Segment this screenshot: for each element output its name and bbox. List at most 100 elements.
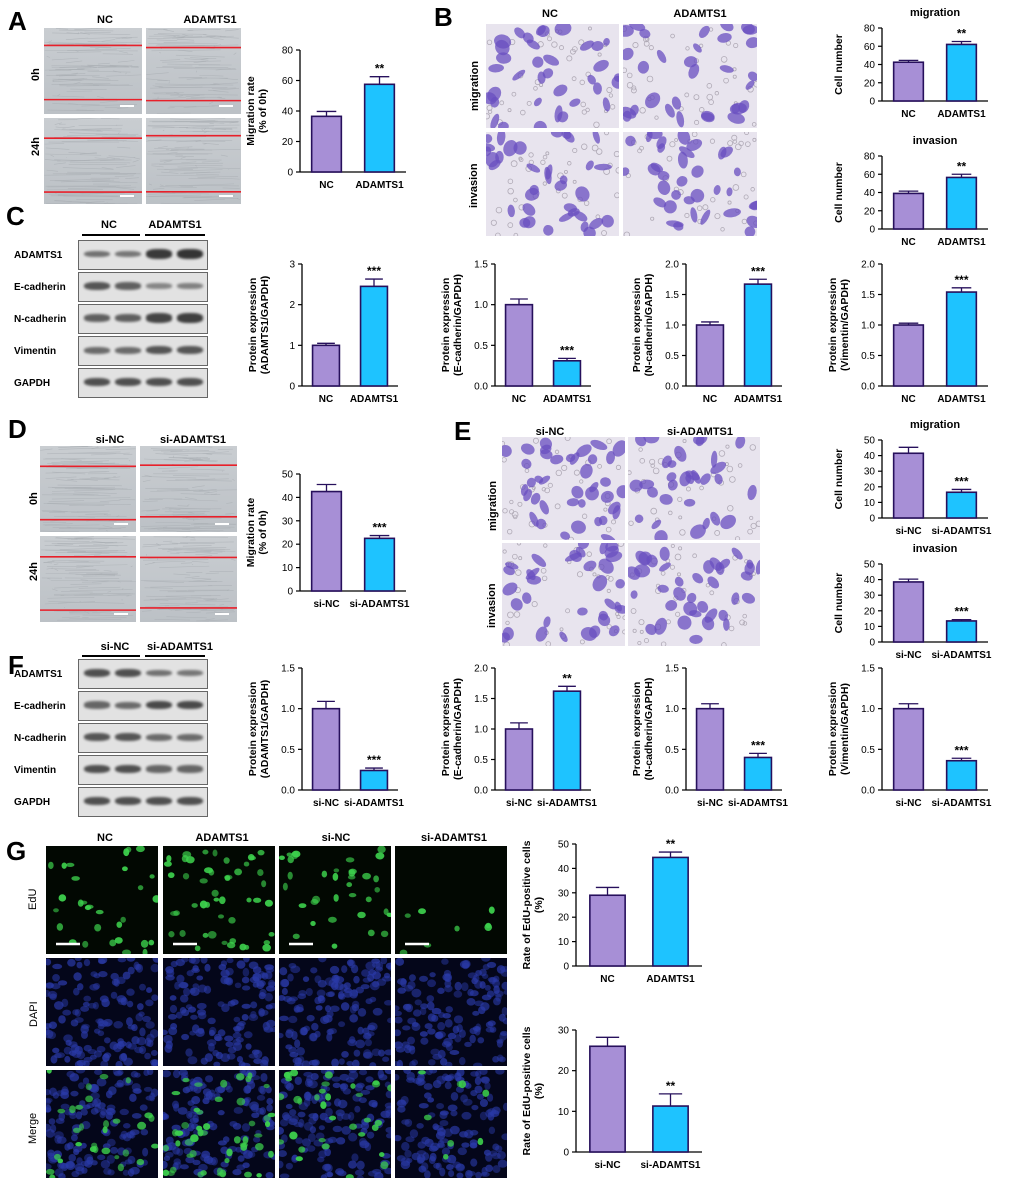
edu-positive-cell xyxy=(163,1169,170,1177)
protein-band xyxy=(177,249,203,259)
row-label-migration: migration xyxy=(469,60,481,111)
x-category-label: si-ADAMTS1 xyxy=(931,650,991,661)
stained-cell xyxy=(704,608,718,623)
edu-positive-cell xyxy=(485,922,492,929)
nucleus xyxy=(131,1113,142,1119)
nucleus xyxy=(252,966,262,974)
nucleus xyxy=(260,1072,268,1082)
stained-cell xyxy=(692,572,704,584)
x-category-label: si-NC xyxy=(697,798,723,809)
nucleus xyxy=(284,1080,292,1090)
nucleus xyxy=(227,1000,236,1007)
nucleus xyxy=(404,1044,412,1054)
stained-cell xyxy=(537,25,550,38)
nucleus xyxy=(213,1061,221,1066)
panel-label-b: B xyxy=(434,2,453,32)
bar-nc xyxy=(892,324,925,387)
nucleus xyxy=(281,987,288,995)
nucleus xyxy=(356,1082,365,1089)
stained-cell xyxy=(589,217,604,230)
edu-positive-cell xyxy=(404,913,411,918)
nucleus xyxy=(285,1162,293,1170)
nucleus xyxy=(407,1036,416,1045)
stained-cell xyxy=(657,143,666,153)
y-axis-label: Protein expression xyxy=(631,278,643,373)
fluorescence-image xyxy=(279,1070,391,1178)
y-tick-label: 1.5 xyxy=(861,664,875,675)
x-category-label: si-NC xyxy=(313,599,339,610)
edu-positive-cell xyxy=(287,871,293,880)
nucleus xyxy=(445,1043,453,1052)
edu-positive-cell xyxy=(371,1124,379,1132)
nucleus xyxy=(46,1163,52,1170)
nucleus xyxy=(169,995,177,1001)
edu-positive-cell xyxy=(321,1143,330,1150)
stained-cell xyxy=(531,553,547,567)
nucleus xyxy=(74,1045,83,1055)
nucleus xyxy=(461,982,469,992)
nucleus xyxy=(163,1034,173,1044)
nucleus xyxy=(171,1124,181,1131)
nucleus xyxy=(407,1017,417,1025)
nucleus xyxy=(136,1037,147,1046)
edu-positive-cell xyxy=(148,939,155,946)
nucleus xyxy=(452,1161,461,1169)
nucleus xyxy=(103,1052,112,1059)
nucleus xyxy=(181,958,189,963)
y-axis-label: Protein expression xyxy=(440,278,452,373)
nucleus xyxy=(182,1086,191,1094)
nucleus xyxy=(395,1016,403,1024)
protein-band xyxy=(84,764,110,774)
y-axis-label: Cell number xyxy=(833,162,845,223)
edu-positive-cell xyxy=(167,872,175,879)
stained-cell xyxy=(667,479,678,491)
stained-cell xyxy=(569,452,580,465)
edu-positive-cell xyxy=(218,896,226,905)
nucleus xyxy=(110,972,119,980)
significance-label: *** xyxy=(372,521,386,535)
nucleus xyxy=(351,1153,359,1162)
nucleus xyxy=(126,1000,134,1008)
stained-cell xyxy=(710,450,718,468)
x-category-label: si-ADAMTS1 xyxy=(728,798,788,809)
nucleus xyxy=(132,1088,142,1094)
edu-positive-cell xyxy=(367,929,375,937)
nucleus xyxy=(307,1133,316,1143)
edu-positive-cell xyxy=(256,1173,262,1178)
x-category-label: ADAMTS1 xyxy=(937,237,986,248)
y-tick-label: 1.0 xyxy=(665,321,679,332)
edu-positive-cell xyxy=(213,897,220,902)
edu-positive-cell xyxy=(136,1158,145,1166)
nucleus xyxy=(461,1111,472,1120)
nucleus xyxy=(372,1007,383,1016)
nucleus xyxy=(189,987,200,996)
edu-positive-cell xyxy=(95,909,104,915)
nucleus xyxy=(71,1170,80,1178)
stained-cell xyxy=(747,71,757,82)
row-label-invasion: invasion xyxy=(468,163,480,208)
stained-cell xyxy=(554,24,572,36)
nucleus xyxy=(469,1142,478,1149)
nucleus xyxy=(61,998,69,1008)
nucleus xyxy=(225,967,234,976)
edu-positive-cell xyxy=(310,920,316,927)
edu-positive-cell xyxy=(102,1126,108,1134)
stained-cell xyxy=(526,39,540,50)
nucleus xyxy=(321,1164,331,1171)
y-tick-label: 60 xyxy=(282,76,294,87)
stained-cell xyxy=(522,592,532,604)
nucleus xyxy=(243,1098,251,1107)
stained-cell xyxy=(645,623,657,635)
nucleus xyxy=(79,1100,86,1107)
lane-bar-si-nc xyxy=(82,655,140,657)
lane-bar-nc xyxy=(82,234,140,236)
protein-band xyxy=(146,249,172,259)
nucleus xyxy=(384,1167,391,1175)
protein-band xyxy=(146,345,172,355)
bar-si-nc xyxy=(504,728,534,791)
row-label-dapi: DAPI xyxy=(28,1001,40,1027)
nucleus xyxy=(233,1016,241,1023)
stained-cell xyxy=(674,576,684,587)
stained-cell xyxy=(593,82,602,95)
nucleus xyxy=(243,1150,253,1159)
